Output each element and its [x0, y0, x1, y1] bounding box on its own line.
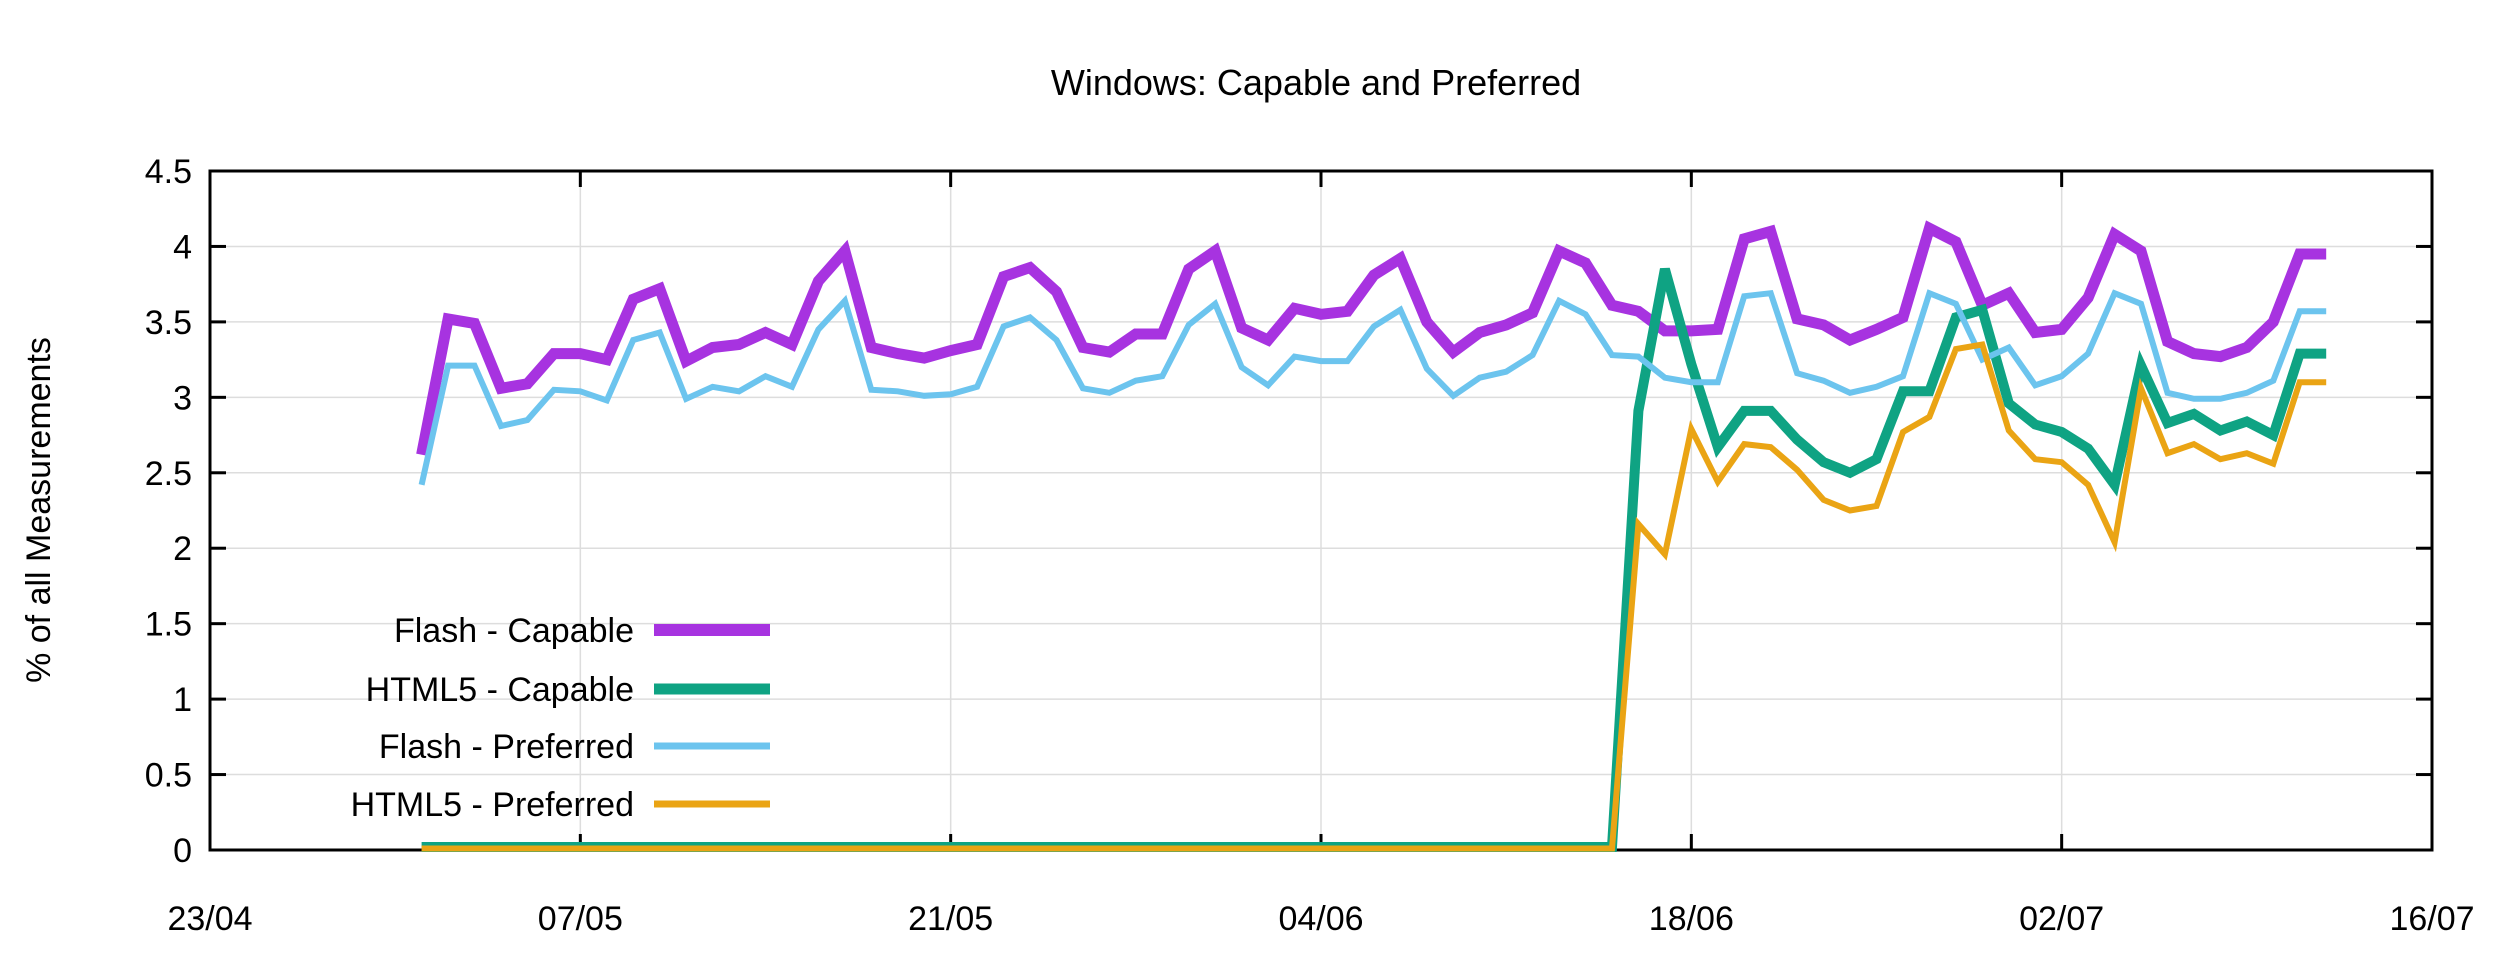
legend-label-flash-preferred: Flash - Preferred: [379, 728, 634, 766]
y-tick-label: 3: [173, 379, 192, 417]
y-axis-label: % of all Measurements: [20, 337, 58, 683]
legend-label-html5-capable: HTML5 - Capable: [366, 671, 634, 709]
y-tick-label: 2: [173, 530, 192, 568]
y-tick-label: 1.5: [145, 606, 192, 644]
x-tick-label: 21/05: [908, 900, 993, 938]
y-tick-label: 3.5: [145, 304, 192, 342]
grid: [210, 171, 2432, 850]
x-tick-label: 23/04: [167, 900, 252, 938]
y-tick-label: 2.5: [145, 455, 192, 493]
y-axis: 0 0.5 1 1.5 2 2.5 3 3.5 4 4.5: [145, 153, 2432, 870]
legend-label-flash-capable: Flash - Capable: [394, 612, 634, 650]
x-tick-label: 02/07: [2019, 900, 2104, 938]
x-tick-label: 04/06: [1278, 900, 1363, 938]
legend: Flash - Capable HTML5 - Capable Flash - Pr…: [351, 612, 770, 824]
y-tick-label: 1: [173, 681, 192, 719]
series-line-html5-preferred: [421, 341, 2327, 852]
x-axis: 23/04 07/05 21/05 04/06 18/06 02/07 16/07: [167, 171, 2475, 938]
chart-title: Windows: Capable and Preferred: [1051, 62, 1581, 103]
x-tick-label: 16/07: [2389, 900, 2474, 938]
x-tick-label: 07/05: [538, 900, 623, 938]
y-tick-label: 4: [173, 228, 192, 266]
x-tick-label: 18/06: [1649, 900, 1734, 938]
series-lines: [416, 220, 2327, 852]
y-tick-label: 0: [173, 832, 192, 870]
legend-label-html5-preferred: HTML5 - Preferred: [351, 786, 634, 824]
series-line-flash-capable: [416, 220, 2327, 456]
series-line-flash-preferred: [418, 289, 2327, 486]
y-tick-label: 0.5: [145, 757, 192, 795]
y-tick-label: 4.5: [145, 153, 192, 191]
